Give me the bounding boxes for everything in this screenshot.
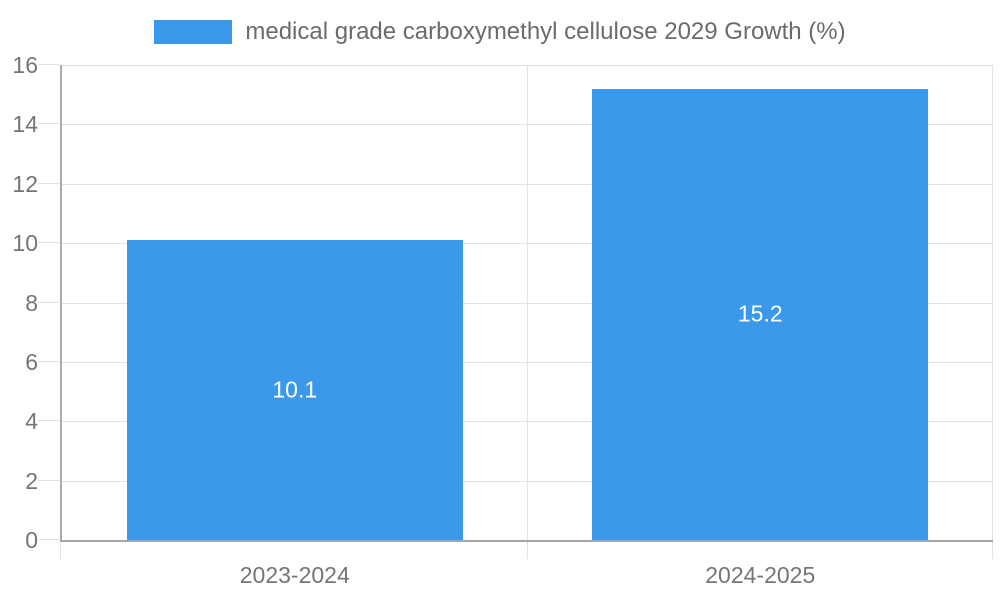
gridline — [62, 124, 993, 126]
y-tick-mark — [38, 479, 60, 481]
gridline — [62, 361, 993, 363]
gridline — [62, 243, 993, 245]
y-tick-label: 10 — [12, 230, 38, 257]
y-tick-mark — [38, 539, 60, 540]
y-tick-mark — [38, 242, 60, 244]
y-tick-mark — [38, 182, 60, 184]
x-axis-tick — [992, 542, 993, 559]
category-divider — [526, 65, 528, 540]
bar-value-label: 15.2 — [737, 300, 783, 327]
category-divider — [992, 65, 993, 540]
y-tick-label: 4 — [25, 408, 38, 435]
bar-value-label: 10.1 — [272, 376, 318, 403]
bar[interactable]: 15.2 — [592, 88, 929, 540]
gridline — [62, 421, 993, 423]
y-tick-mark — [38, 123, 60, 125]
y-tick-mark — [38, 64, 60, 65]
bar[interactable]: 10.1 — [126, 240, 463, 540]
x-tick-label: 2024-2025 — [705, 562, 816, 588]
y-tick-mark — [38, 360, 60, 362]
x-tick-label: 2023-2024 — [239, 562, 350, 588]
gridline — [62, 183, 993, 185]
gridline — [62, 302, 993, 304]
gridline — [62, 480, 993, 482]
y-tick-label: 6 — [25, 348, 38, 375]
y-tick-label: 14 — [12, 111, 38, 138]
plot-area: 0 2 4 6 8 10 12 14 16 10.1 15.2 2023-2024 2024-2025 — [12, 52, 993, 588]
legend-item[interactable]: medical grade carboxymethyl cellulose 20… — [0, 18, 1000, 46]
y-tick-label: 0 — [25, 527, 38, 553]
gridline — [62, 65, 993, 66]
y-axis-extension-tick — [60, 542, 61, 559]
x-axis-tick — [526, 542, 528, 559]
y-tick-label: 2 — [25, 467, 38, 494]
legend-swatch — [154, 20, 233, 44]
y-tick-label: 8 — [25, 289, 38, 316]
y-tick-label: 16 — [12, 52, 38, 78]
y-tick-mark — [38, 420, 60, 422]
y-tick-label: 12 — [12, 170, 38, 197]
legend-label: medical grade carboxymethyl cellulose 20… — [245, 18, 846, 45]
y-tick-mark — [38, 301, 60, 303]
